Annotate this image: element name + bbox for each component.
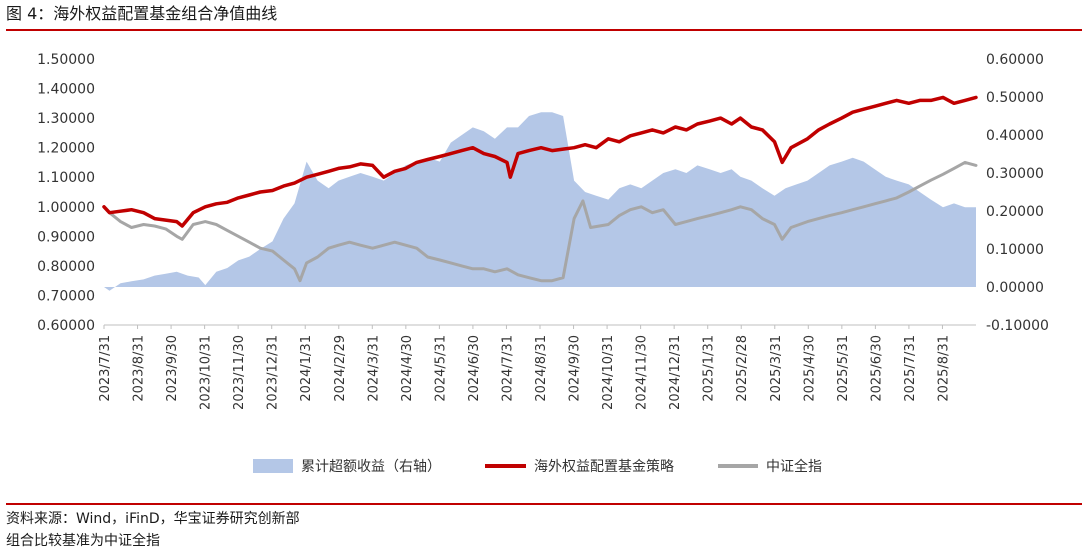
x-tick-label: 2025/6/30 — [869, 335, 884, 402]
x-tick-label: 2025/4/30 — [802, 335, 817, 402]
x-tick-label: 2024/7/31 — [500, 335, 515, 402]
x-tick-label: 2024/1/31 — [299, 335, 314, 402]
y-right-tick-label: 0.30000 — [986, 166, 1044, 182]
y-left-tick-label: 0.80000 — [37, 259, 95, 275]
series-strategy-line — [102, 95, 978, 228]
x-tick-label: 2024/9/30 — [568, 335, 583, 402]
y-right-tick-label: 0.00000 — [986, 280, 1044, 296]
x-tick-label: 2024/10/31 — [601, 335, 616, 410]
x-tick-label: 2024/8/31 — [534, 335, 549, 402]
x-tick-label: 2023/7/31 — [98, 335, 113, 402]
figure-title: 图 4：海外权益配置基金组合净值曲线 — [6, 4, 278, 23]
y-left-tick-label: 1.50000 — [37, 52, 95, 68]
x-tick-label: 2024/4/30 — [400, 335, 415, 402]
benchmark-note: 组合比较基准为中证全指 — [6, 533, 160, 549]
y-left-tick-label: 1.40000 — [37, 82, 95, 98]
x-tick-label: 2024/12/31 — [668, 335, 683, 410]
y-left-tick-label: 0.60000 — [37, 318, 95, 334]
y-left-tick-label: 1.30000 — [37, 111, 95, 127]
x-tick-label: 2023/8/31 — [132, 335, 147, 402]
x-tick-label: 2025/2/28 — [735, 335, 750, 402]
x-tick-label: 2024/2/29 — [333, 335, 348, 402]
x-tick-label: 2024/5/31 — [433, 335, 448, 402]
y-right-tick-label: -0.10000 — [986, 318, 1049, 334]
legend-swatch-excess — [253, 459, 293, 473]
chart-svg: 1.50000 1.40000 1.30000 1.20000 1.10000 1.000… — [37, 52, 1049, 475]
x-tick-label: 2025/8/31 — [936, 335, 951, 402]
line-layer — [102, 95, 978, 283]
legend-label-strategy: 海外权益配置基金策略 — [534, 458, 674, 475]
x-tick-label: 2024/11/30 — [635, 335, 650, 410]
x-tick-label: 2023/11/30 — [232, 335, 247, 410]
y-left-tick-label: 1.00000 — [37, 200, 95, 216]
y-left-tick-label: 1.10000 — [37, 170, 95, 186]
x-tick-label: 2025/3/31 — [769, 335, 784, 402]
legend: 累计超额收益（右轴） 海外权益配置基金策略 中证全指 — [253, 458, 822, 475]
excess-area-layer — [104, 112, 976, 291]
x-tick-label: 2025/1/31 — [702, 335, 717, 402]
y-right-tick-label: 0.50000 — [986, 90, 1044, 106]
x-tick-label: 2024/6/30 — [467, 335, 482, 402]
source-note: 资料来源：Wind，iFinD，华宝证券研究创新部 — [6, 511, 300, 527]
series-excess-return-area — [104, 112, 976, 291]
x-tick-label: 2025/7/31 — [903, 335, 918, 402]
x-tick-label: 2024/3/31 — [366, 335, 381, 402]
x-tick-label: 2023/9/30 — [165, 335, 180, 402]
y-right-tick-label: 0.10000 — [986, 242, 1044, 258]
y-left-tick-label: 0.90000 — [37, 229, 95, 245]
x-tick-label: 2023/12/31 — [266, 335, 281, 410]
legend-label-excess: 累计超额收益（右轴） — [301, 459, 441, 475]
bottom-rule — [6, 503, 1082, 505]
top-rule — [6, 29, 1082, 31]
y-right-tick-label: 0.40000 — [986, 128, 1044, 144]
y-left-tick-label: 1.20000 — [37, 141, 95, 157]
y-right-tick-label: 0.20000 — [986, 204, 1044, 220]
y-right-tick-label: 0.60000 — [986, 52, 1044, 68]
x-tick-label: 2025/5/31 — [836, 335, 851, 402]
axis-layer: 1.50000 1.40000 1.30000 1.20000 1.10000 1.000… — [37, 52, 1049, 410]
series-index-line — [102, 160, 978, 283]
x-tick-label: 2023/10/31 — [199, 335, 214, 410]
legend-label-index: 中证全指 — [766, 458, 822, 475]
y-left-tick-label: 0.70000 — [37, 288, 95, 304]
